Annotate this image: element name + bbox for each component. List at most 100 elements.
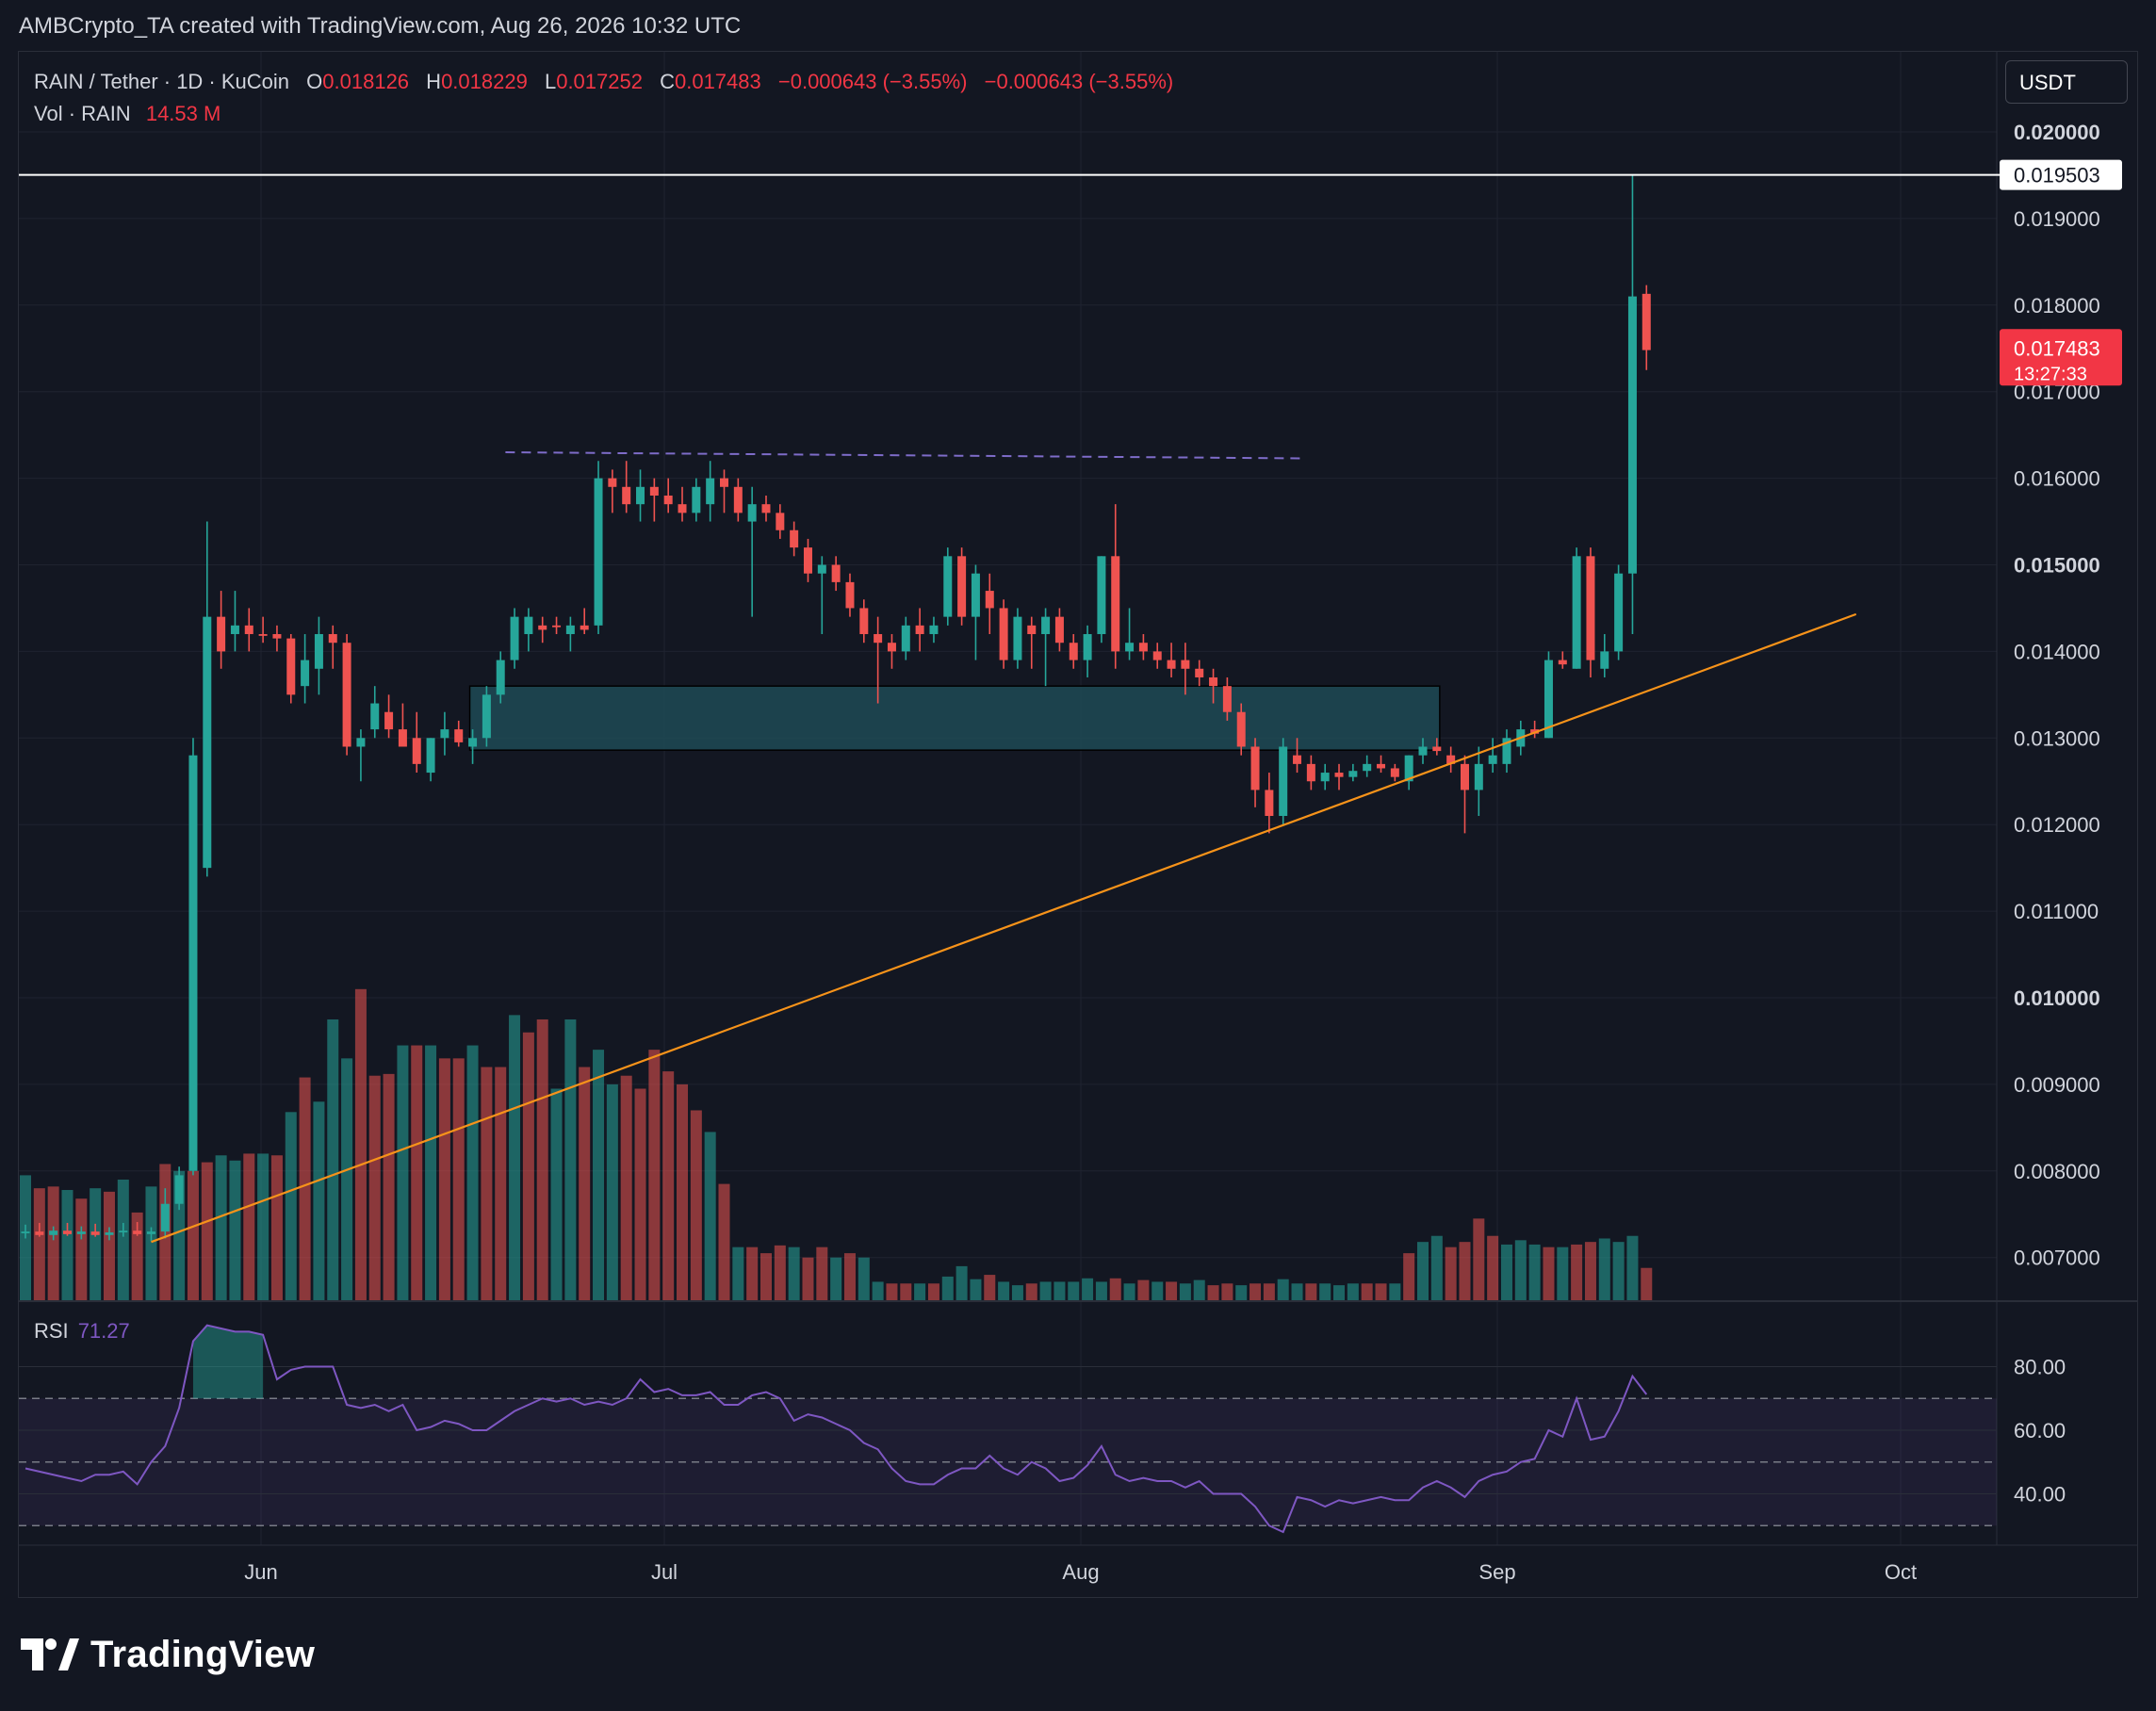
candle (370, 686, 380, 739)
candle (1474, 746, 1483, 817)
price-axis-label: 0.016000 (2014, 467, 2100, 491)
candle (258, 616, 268, 644)
time-axis-label: Jun (244, 1560, 277, 1584)
candle-body (1013, 616, 1022, 660)
price-axis-label: 0.019000 (2014, 207, 2100, 231)
volume-bar (257, 1153, 270, 1300)
candle (552, 616, 562, 635)
volume-bar (509, 1015, 521, 1300)
price-axis-label: 0.010000 (2014, 986, 2100, 1010)
candle-body (985, 591, 994, 609)
candle (1138, 634, 1148, 660)
candle-body (119, 1230, 128, 1233)
candle (971, 564, 980, 660)
symbol-name[interactable]: RAIN / Tether · 1D · KuCoin (34, 70, 290, 93)
volume-bar (1528, 1244, 1541, 1300)
candle (803, 538, 812, 582)
volume-bar (1571, 1244, 1583, 1300)
candle-body (1418, 746, 1428, 756)
time-axis-label: Aug (1062, 1560, 1099, 1584)
candle (608, 469, 617, 513)
volume-bar (1361, 1283, 1373, 1300)
candle (286, 634, 296, 704)
candle-body (1195, 668, 1204, 677)
candle-layer (21, 174, 1651, 1242)
candle (985, 573, 994, 635)
volume-bar (843, 1253, 856, 1300)
candle (1488, 738, 1497, 774)
candle (874, 616, 883, 704)
volume-bar (1500, 1244, 1512, 1300)
volume-bar (368, 1075, 381, 1300)
candle (1236, 703, 1246, 756)
candle-body (831, 564, 841, 582)
candle (1614, 564, 1624, 660)
price-axis-label: 0.015000 (2014, 554, 2100, 578)
candle-body (1279, 746, 1288, 817)
volume-bar (1375, 1283, 1387, 1300)
candle-body (35, 1231, 44, 1235)
price-axis-label: 0.014000 (2014, 640, 2100, 663)
candle (831, 556, 841, 592)
candle (510, 608, 519, 669)
candle-body (412, 738, 421, 764)
volume-legend-row: Vol · RAIN 14.53 M (34, 98, 1173, 130)
candle (356, 729, 366, 782)
candle (1530, 720, 1540, 739)
candle-body (1236, 711, 1246, 747)
volume-bar (1068, 1281, 1080, 1300)
volume-bar (998, 1281, 1010, 1300)
candle (1432, 738, 1442, 756)
volume-bar (1123, 1283, 1135, 1300)
candle-body (874, 634, 883, 644)
candle (35, 1222, 44, 1237)
candle-body (678, 504, 687, 513)
volume-bar (816, 1247, 828, 1300)
volume-bar (1459, 1242, 1471, 1300)
candle (1418, 738, 1428, 764)
volume-bar (1417, 1242, 1429, 1300)
candle-body (1334, 773, 1344, 777)
candle-body (622, 486, 631, 505)
candle-body (859, 608, 869, 635)
candle (1083, 625, 1092, 677)
volume-bar (397, 1045, 409, 1300)
volume-bar (1514, 1240, 1527, 1300)
volume-bar (1641, 1267, 1653, 1300)
candle (272, 625, 282, 652)
rsi-value: 71.27 (77, 1319, 130, 1343)
candle (943, 547, 953, 626)
candle (565, 616, 575, 652)
volume-bar (1584, 1242, 1596, 1300)
candle (1446, 746, 1456, 774)
close-value: 0.017483 (674, 70, 761, 93)
candle (1265, 773, 1274, 834)
symbol-legend: RAIN / Tether · 1D · KuCoin O0.018126 H0… (34, 66, 1173, 130)
candle (524, 608, 533, 652)
candle (790, 521, 799, 557)
volume-bar (90, 1188, 102, 1300)
volume-bar (1221, 1283, 1233, 1300)
candle-body (1250, 746, 1260, 790)
volume-label[interactable]: Vol · RAIN (34, 102, 131, 125)
candle-body (370, 703, 380, 730)
low-label: L (544, 70, 557, 93)
attribution-text: AMBCrypto_TA created with TradingView.co… (19, 13, 742, 39)
currency-button[interactable]: USDT (2005, 60, 2128, 104)
candle-body (1111, 556, 1120, 652)
rsi-label[interactable]: RSI (34, 1319, 69, 1343)
candle-body (594, 478, 603, 626)
countdown-label: 13:27:33 (2014, 364, 2087, 384)
volume-bar (1291, 1283, 1303, 1300)
candle (636, 469, 645, 522)
volume-bar (1109, 1278, 1121, 1300)
volume-bar (341, 1058, 353, 1300)
volume-bar (1430, 1235, 1443, 1300)
candle-body (915, 625, 924, 635)
candle-body (356, 738, 366, 747)
level-label-box (2000, 159, 2122, 190)
volume-bar (327, 1018, 339, 1300)
volume-bar (1152, 1281, 1164, 1300)
candle-body (90, 1231, 100, 1235)
